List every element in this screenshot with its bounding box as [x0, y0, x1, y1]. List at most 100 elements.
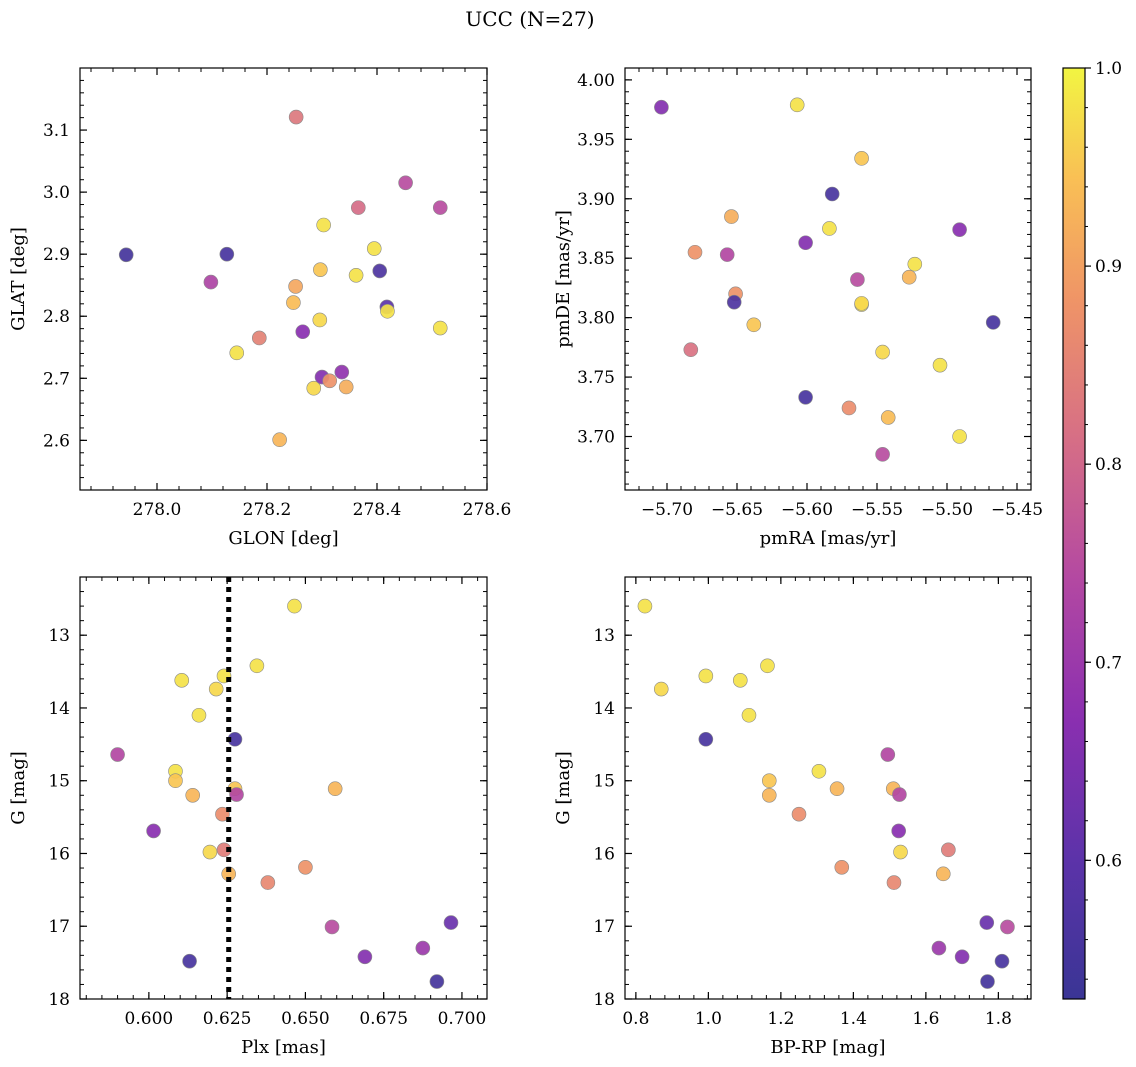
- scatter-point: [741, 707, 757, 723]
- x-tick-label: −5.45: [991, 500, 1043, 520]
- y-tick-label: 4.00: [577, 71, 615, 91]
- scatter-point: [850, 272, 865, 287]
- x-tick-label: 278.4: [353, 500, 402, 520]
- y-tick-label: 14: [593, 699, 615, 719]
- scatter-point: [761, 787, 777, 803]
- x-tick-label: 0.700: [438, 1009, 487, 1029]
- scatter-point: [202, 844, 218, 860]
- colorbar-tick-label: 0.8: [1095, 455, 1122, 475]
- x-tick-label: 0.8: [622, 1009, 649, 1029]
- x-tick-label: 0.675: [359, 1009, 408, 1029]
- scatter-point: [1000, 919, 1015, 935]
- scatter-point: [854, 151, 869, 166]
- y-axis-label: pmDE [mas/yr]: [553, 210, 574, 348]
- scatter-point: [935, 866, 951, 882]
- scatter-point: [298, 860, 313, 875]
- x-tick-label: 1.6: [912, 1009, 939, 1029]
- scatter-point: [215, 806, 230, 822]
- colorbar-tick-label: 0.7: [1095, 653, 1122, 673]
- x-tick-label: 278.2: [243, 500, 292, 520]
- y-tick-label: 2.7: [43, 369, 70, 389]
- scatter-point: [732, 673, 748, 688]
- scatter-point: [994, 953, 1010, 969]
- scatter-point: [415, 940, 431, 956]
- scatter-point: [174, 673, 190, 688]
- scatter-point: [334, 364, 350, 380]
- scatter-point: [979, 915, 995, 930]
- scatter-point: [272, 432, 287, 448]
- scatter-point: [980, 974, 995, 989]
- x-tick-label: 278.6: [463, 500, 512, 520]
- scatter-point: [313, 262, 328, 277]
- scatter-point: [941, 842, 956, 858]
- x-tick-label: −5.70: [641, 500, 693, 520]
- colorbar-gradient: [1062, 67, 1086, 1000]
- x-tick-label: −5.55: [851, 500, 903, 520]
- scatter-point: [719, 247, 735, 262]
- scatter-point: [854, 296, 869, 311]
- scatter-point: [110, 747, 125, 762]
- y-axis-label: G [mag]: [553, 751, 574, 824]
- scatter-point: [952, 222, 967, 237]
- scatter-point: [380, 303, 395, 319]
- y-tick-label: 2.8: [43, 307, 70, 327]
- scatter-point: [249, 658, 265, 674]
- y-tick-label: 3.90: [577, 190, 615, 210]
- scatter-point: [811, 763, 827, 779]
- axes-frame: [79, 576, 488, 1000]
- scatter-point: [288, 109, 304, 125]
- x-tick-label: 0.625: [203, 1009, 252, 1029]
- scatter-point: [312, 312, 328, 328]
- scatter-point: [761, 773, 777, 789]
- scatter-point: [208, 681, 224, 697]
- x-tick-label: 278.0: [133, 500, 182, 520]
- y-tick-label: 14: [48, 699, 70, 719]
- x-tick-label: −5.65: [711, 500, 763, 520]
- scatter-point: [824, 186, 840, 202]
- scatter-point: [338, 379, 354, 395]
- x-tick-label: 1.8: [985, 1009, 1012, 1029]
- scatter-point: [841, 400, 857, 416]
- x-axis-label: BP-RP [mag]: [770, 1037, 885, 1058]
- scatter-point: [295, 324, 311, 340]
- scatter-point: [901, 269, 917, 285]
- y-tick-label: 17: [48, 917, 70, 937]
- x-tick-label: 1.2: [767, 1009, 794, 1029]
- scatter-point: [327, 781, 343, 797]
- scatter-point: [357, 949, 373, 965]
- scatter-point: [834, 860, 850, 875]
- scatter-point: [322, 373, 338, 389]
- colorbar-tick-label: 0.6: [1095, 851, 1122, 871]
- scatter-point: [653, 681, 669, 697]
- x-tick-label: 0.600: [125, 1009, 174, 1029]
- scatter-point: [251, 330, 267, 346]
- scatter-point: [287, 598, 302, 614]
- scatter-point: [880, 410, 896, 425]
- scatter-point: [687, 244, 703, 260]
- scatter-point: [875, 447, 890, 462]
- x-axis-label: GLON [deg]: [228, 528, 338, 549]
- scatter-point: [798, 389, 813, 405]
- scatter-point: [146, 823, 161, 839]
- scatter-point: [789, 97, 805, 113]
- scatter-point: [229, 787, 244, 802]
- scatter-point: [398, 175, 413, 191]
- scatter-point: [829, 781, 845, 797]
- scatter-point: [952, 429, 967, 444]
- scatter-point: [348, 267, 364, 283]
- scatter-point: [203, 274, 219, 290]
- scatter-point: [324, 919, 340, 935]
- scatter-panel-2: −5.70 −5.65 −5.60 −5.55 −5.50 −5.45 3.70 3.75 3.…: [553, 67, 1043, 549]
- scatter-point: [316, 217, 331, 233]
- y-tick-label: 16: [593, 844, 615, 864]
- scatter-point: [985, 315, 1001, 330]
- scatter-point: [432, 200, 448, 215]
- scatter-point: [260, 875, 276, 890]
- y-axis-label: G [mag]: [8, 751, 29, 824]
- scatter-point: [654, 99, 669, 115]
- y-tick-label: 13: [593, 626, 615, 646]
- scatter-point: [637, 598, 653, 614]
- x-axis-label: Plx [mas]: [241, 1037, 326, 1058]
- y-tick-label: 17: [593, 917, 615, 937]
